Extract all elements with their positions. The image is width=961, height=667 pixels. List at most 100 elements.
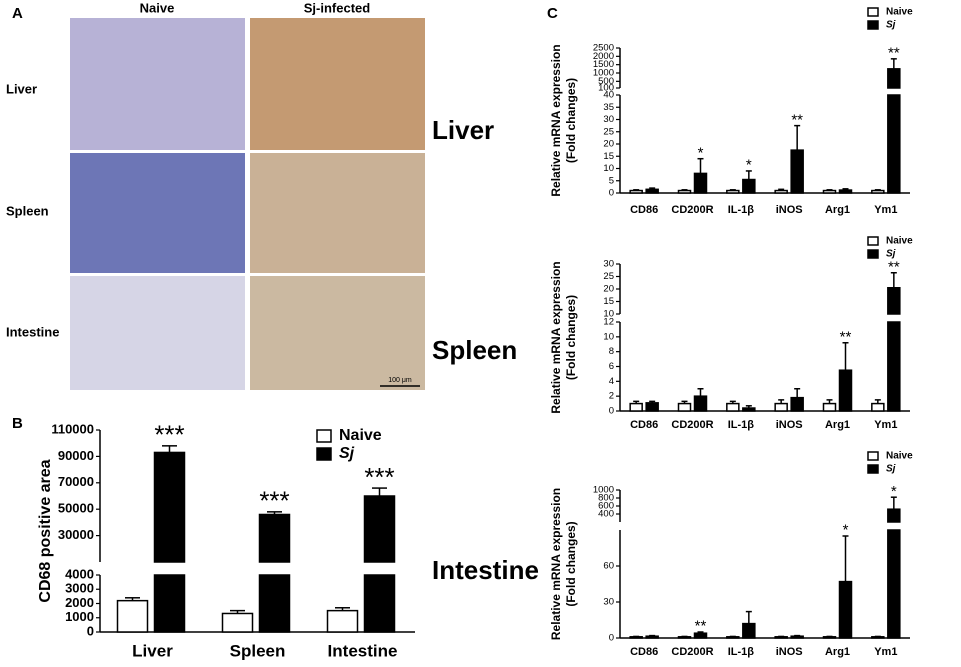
micrograph: [70, 153, 245, 273]
bar: [258, 574, 291, 633]
y-tick-label: 500: [598, 76, 614, 87]
y-tick-label: 2: [609, 391, 614, 402]
x-tick-label: Arg1: [825, 646, 850, 658]
y-tick-label: 0: [87, 623, 94, 638]
bar: [838, 189, 853, 194]
bar: [363, 495, 396, 563]
bar: [822, 189, 837, 194]
y-axis-label: (Fold changes): [564, 295, 578, 380]
micrograph: [70, 18, 245, 150]
bar: [790, 396, 804, 412]
y-tick-label: 20: [603, 284, 614, 295]
x-tick-label: CD200R: [671, 646, 713, 658]
bar: [645, 188, 659, 194]
x-tick-label: IL-1β: [728, 204, 755, 216]
significance-label: *: [843, 522, 849, 539]
legend-label: Sj: [339, 445, 355, 462]
chart-title: Intestine: [432, 555, 539, 585]
micrograph: [250, 276, 425, 390]
legend-label: Sj: [886, 464, 896, 475]
bar: [645, 635, 659, 639]
bar: [871, 189, 885, 194]
y-tick-label: 30: [603, 597, 614, 608]
legend-swatch: [867, 464, 879, 474]
y-tick-label: 35: [603, 102, 614, 113]
row-label: Intestine: [6, 324, 59, 339]
y-tick-label: 15: [603, 296, 614, 307]
x-tick-label: Ym1: [874, 646, 897, 658]
panel-letter: C: [547, 5, 558, 22]
bar: [838, 369, 853, 412]
significance-label: **: [888, 258, 900, 275]
micrograph: [70, 276, 245, 390]
y-tick-label: 600: [598, 501, 614, 512]
significance-label: ***: [364, 462, 394, 492]
panel-letter: B: [12, 415, 23, 432]
x-tick-label: Liver: [132, 641, 173, 660]
y-tick-label: 50000: [58, 501, 94, 516]
legend-swatch: [867, 236, 879, 246]
bar: [153, 574, 186, 633]
x-tick-label: Ym1: [874, 204, 897, 216]
bar: [887, 287, 901, 315]
bar: [258, 513, 291, 563]
y-axis-label: Relative mRNA expression: [549, 261, 563, 413]
y-axis-label: CD68 positive area: [37, 459, 54, 602]
x-tick-label: CD200R: [671, 419, 713, 431]
x-tick-label: iNOS: [776, 646, 803, 658]
bar: [629, 189, 643, 194]
bar: [153, 451, 186, 563]
bar: [629, 402, 643, 412]
y-tick-label: 5: [609, 175, 614, 186]
y-tick-label: 60: [603, 561, 614, 572]
y-tick-label: 15: [603, 151, 614, 162]
legend-swatch: [316, 429, 332, 443]
y-tick-label: 0: [609, 188, 614, 199]
legend-swatch: [867, 249, 879, 259]
column-label: Naive: [140, 0, 175, 15]
y-tick-label: 40: [603, 90, 614, 101]
y-tick-label: 90000: [58, 448, 94, 463]
bar: [326, 609, 359, 633]
x-tick-label: Ym1: [874, 419, 897, 431]
significance-label: **: [888, 45, 900, 62]
panel-letter: A: [12, 5, 23, 22]
x-tick-label: CD86: [630, 646, 658, 658]
bar: [871, 402, 885, 412]
legend-swatch: [316, 447, 332, 461]
bar: [677, 189, 692, 194]
y-tick-label: 800: [598, 493, 614, 504]
significance-label: ***: [154, 420, 184, 450]
micrograph: [250, 18, 425, 150]
y-axis-label: (Fold changes): [564, 78, 578, 163]
bar: [790, 149, 804, 194]
y-tick-label: 70000: [58, 474, 94, 489]
significance-label: ***: [259, 486, 289, 516]
y-tick-label: 10: [603, 331, 614, 342]
x-tick-label: CD200R: [671, 204, 713, 216]
bar: [742, 622, 756, 639]
y-tick-label: 1000: [593, 485, 614, 496]
bar: [774, 402, 788, 412]
y-tick-label: 30: [603, 114, 614, 125]
significance-label: *: [698, 144, 704, 161]
significance-label: **: [695, 618, 707, 635]
bar: [822, 402, 837, 412]
x-tick-label: Spleen: [230, 641, 286, 660]
legend-label: Naive: [886, 451, 913, 462]
x-tick-label: CD86: [630, 204, 658, 216]
scale-bar-label: 100 μm: [388, 377, 412, 384]
y-tick-label: 12: [603, 317, 614, 328]
bar: [693, 395, 708, 412]
y-tick-label: 2000: [593, 51, 614, 62]
bar: [726, 189, 740, 194]
x-tick-label: IL-1β: [728, 419, 755, 431]
y-tick-label: 8: [609, 346, 614, 357]
y-tick-label: 2000: [65, 595, 94, 610]
significance-label: **: [840, 328, 852, 345]
bar: [693, 172, 708, 194]
legend-label: Sj: [886, 249, 896, 260]
micrograph: [250, 153, 425, 273]
y-tick-label: 400: [598, 509, 614, 520]
